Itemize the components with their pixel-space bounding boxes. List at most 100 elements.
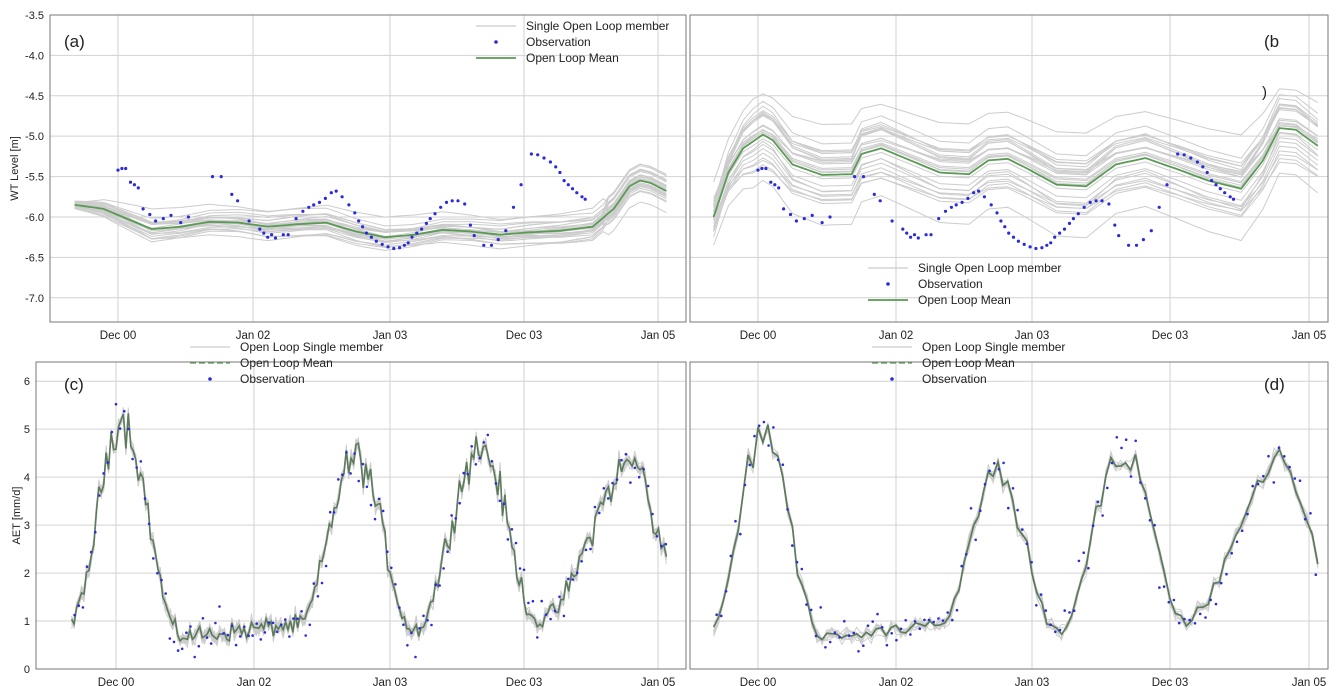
observation-point [664, 542, 668, 546]
observation-point [833, 631, 837, 634]
observation-point [168, 637, 172, 640]
observation-point [328, 510, 332, 514]
observation-point [292, 617, 295, 620]
observation-point [548, 160, 553, 164]
observation-point [1028, 245, 1032, 249]
member-line [713, 158, 1319, 228]
observation-point [932, 620, 935, 624]
observation-point [127, 427, 130, 431]
observation-point [373, 517, 377, 521]
observation-point [1107, 202, 1111, 206]
member-line [71, 410, 667, 646]
observation-point [270, 233, 274, 237]
observation-point [1198, 612, 1202, 616]
observation-point [236, 199, 240, 203]
observation-point [571, 578, 574, 581]
observation-point [446, 550, 449, 553]
observation-point [905, 231, 909, 235]
observation-point [308, 623, 312, 627]
observation-point [209, 642, 213, 645]
observation-point [247, 634, 250, 637]
observation-point [154, 219, 158, 223]
x-tick-label: Jan 05 [1292, 677, 1327, 686]
observation-point [993, 462, 996, 465]
observation-point [901, 227, 905, 231]
observation-point [381, 509, 385, 513]
observation-point [651, 512, 654, 516]
observation-point [426, 619, 429, 622]
x-tick-label: Dec 00 [740, 330, 776, 342]
y-tick-label: -3.5 [25, 10, 44, 22]
observation-point [895, 638, 898, 642]
observation-point [152, 557, 155, 560]
observation-point [791, 544, 794, 547]
plot-area [74, 152, 667, 251]
observation-point [506, 538, 510, 541]
observation-point [960, 564, 963, 568]
observation-point [580, 560, 583, 563]
observation-point [776, 458, 780, 462]
observation-point [1129, 475, 1133, 478]
member-line [74, 190, 667, 243]
observation-point [230, 624, 234, 628]
observation-point [764, 166, 768, 171]
observation-point [482, 243, 486, 247]
observation-point [402, 243, 406, 247]
observation-point [135, 466, 138, 469]
observation-point [1071, 217, 1075, 221]
observation-point [320, 581, 324, 585]
observation-point [1204, 616, 1207, 619]
observation-point [176, 649, 180, 652]
observation-point [781, 463, 785, 467]
panel-c: 0 1 2 3 4 5 6 Dec 00 Jan 02 Jan 03 Dec 03 Jan 05 (c)… [11, 340, 687, 686]
observation-point [470, 445, 474, 448]
observation-point [1214, 602, 1218, 606]
member-line [71, 410, 667, 644]
observation-point [222, 632, 225, 635]
observation-point [369, 503, 373, 507]
y-tick-label: 0 [24, 664, 30, 676]
observation-point [1228, 195, 1232, 199]
observation-point [422, 614, 425, 618]
observation-point [1165, 183, 1169, 187]
observation-point [1044, 609, 1048, 612]
observation-point [94, 530, 97, 534]
legend-label: Open Loop Mean [526, 51, 619, 65]
observation-point [820, 221, 824, 225]
member-line [71, 411, 667, 647]
x-tick-label: Jan 05 [641, 330, 676, 342]
observation-point [633, 466, 637, 470]
observation-point [912, 233, 917, 237]
observation-point [193, 655, 196, 659]
observation-point [349, 472, 352, 475]
panel-label-extra: ) [1262, 84, 1267, 101]
legend-label: Single Open Loop member [918, 261, 1061, 275]
observation-point [918, 627, 921, 630]
x-tick-label: Dec 00 [740, 677, 776, 686]
observation-point [1262, 474, 1265, 478]
member-line [713, 427, 1319, 642]
observation-point [562, 179, 566, 183]
member-line [713, 426, 1319, 646]
observation-point [1240, 529, 1244, 533]
observation-point [899, 627, 903, 631]
legend-label: Open Loop Single member [240, 340, 383, 354]
observation-point [398, 606, 401, 609]
plot-area [712, 420, 1319, 653]
member-line [71, 411, 667, 644]
observation-point [997, 468, 1001, 471]
observation-point [402, 623, 405, 626]
observation-point [1072, 609, 1076, 612]
x-tick-label: Jan 02 [879, 330, 914, 342]
observation-point [1100, 199, 1104, 203]
observation-point [1304, 517, 1307, 521]
observation-point [606, 497, 610, 500]
observation-point [288, 635, 291, 638]
y-tick-label: 6 [24, 376, 30, 388]
observation-point [365, 485, 369, 489]
observation-point [866, 624, 870, 627]
member-line [713, 429, 1319, 646]
observation-point [1214, 183, 1218, 187]
observation-point [230, 192, 234, 196]
observation-point [974, 538, 977, 542]
